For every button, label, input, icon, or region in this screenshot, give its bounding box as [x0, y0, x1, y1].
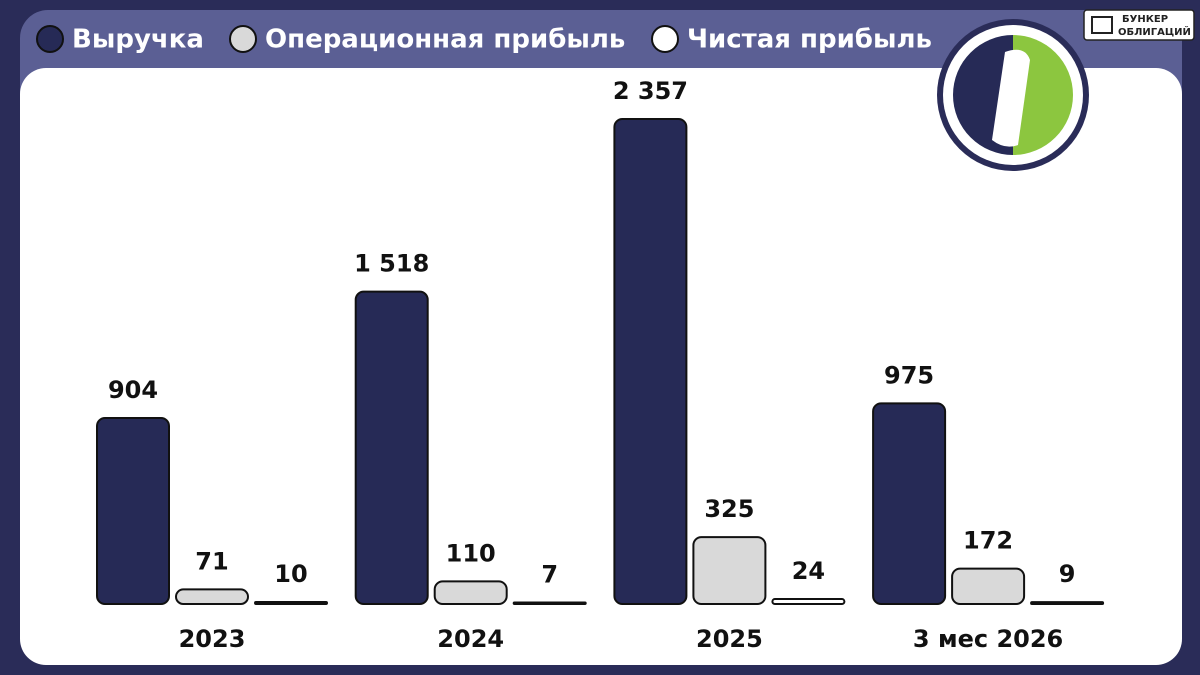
bar [872, 402, 947, 605]
legend-marker [651, 25, 679, 53]
bar [692, 536, 767, 606]
data-label: 325 [704, 495, 754, 523]
badge-text: БУНКЕР [1122, 14, 1168, 25]
data-label: 71 [195, 547, 228, 575]
badge-icon [1091, 16, 1113, 34]
data-label: 1 518 [354, 250, 429, 278]
data-label: 172 [963, 527, 1013, 555]
bar [951, 567, 1026, 605]
data-label: 9 [1059, 560, 1076, 588]
legend-marker [229, 25, 257, 53]
data-label: 975 [884, 361, 934, 389]
data-label: 110 [446, 539, 496, 567]
data-label: 10 [274, 560, 307, 588]
badge-text: ОБЛИГАЦИЙ [1118, 25, 1191, 38]
data-label: 904 [108, 376, 158, 404]
x-tick-label: 2023 [179, 625, 246, 653]
data-label: 2 357 [613, 77, 688, 105]
data-label: 7 [541, 561, 558, 589]
x-tick-label: 3 мес 2026 [913, 625, 1063, 653]
bar [254, 600, 328, 606]
bar [1030, 601, 1105, 606]
data-label: 24 [792, 557, 825, 585]
legend-label: Чистая прибыль [687, 25, 932, 55]
bar [433, 580, 508, 605]
bar [613, 118, 688, 605]
legend-marker [36, 25, 64, 53]
legend-label: Выручка [72, 25, 204, 55]
bar [175, 588, 249, 605]
bar [512, 601, 587, 606]
legend-label: Операционная прибыль [265, 25, 625, 55]
x-tick-label: 2024 [437, 625, 504, 653]
x-tick-label: 2025 [696, 625, 763, 653]
bar [771, 598, 846, 606]
badge: БУНКЕР ОБЛИГАЦИЙ [1083, 9, 1195, 41]
bar [354, 290, 429, 605]
logo [937, 19, 1089, 171]
logo-one [992, 49, 1030, 147]
bar [96, 416, 170, 606]
